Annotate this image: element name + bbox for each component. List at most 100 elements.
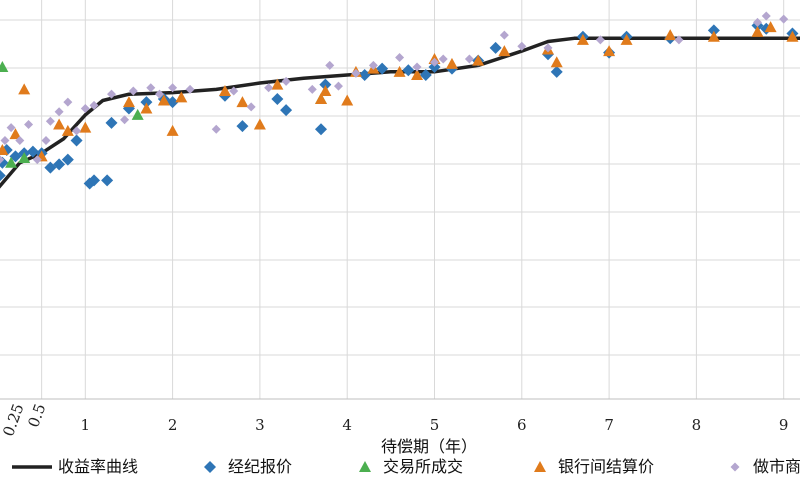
data-point-做市商报价 [517, 41, 527, 51]
data-point-做市商报价 [753, 17, 763, 27]
x-tick-label: 2 [168, 416, 178, 434]
data-point-做市商报价 [246, 102, 256, 112]
x-tick-label: 8 [692, 416, 702, 434]
data-point-银行间结算价 [0, 144, 9, 156]
data-point-银行间结算价 [707, 30, 720, 42]
data-point-做市商报价 [6, 123, 16, 133]
data-point-做市商报价 [185, 84, 195, 94]
data-point-经纪报价 [101, 174, 114, 187]
data-point-经纪报价 [0, 169, 6, 182]
data-point-做市商报价 [15, 135, 25, 145]
data-point-做市商报价 [325, 60, 335, 70]
data-point-经纪报价 [53, 158, 66, 171]
legend-label: 收益率曲线 [58, 457, 138, 476]
data-point-银行间结算价 [53, 118, 66, 130]
data-point-经纪报价 [236, 120, 249, 133]
data-point-做市商报价 [128, 86, 138, 96]
data-point-银行间结算价 [166, 124, 179, 136]
data-point-经纪报价 [358, 69, 371, 82]
data-point-做市商报价 [438, 54, 448, 64]
x-tick-label: 5 [430, 416, 440, 434]
series-lines [0, 36, 800, 189]
data-point-做市商报价 [464, 54, 474, 64]
data-point-银行间结算价 [620, 33, 633, 45]
x-tick-label: 9 [779, 416, 789, 434]
data-point-银行间结算价 [140, 102, 153, 114]
data-point-做市商报价 [281, 76, 291, 86]
data-point-做市商报价 [45, 116, 55, 126]
data-point-做市商报价 [32, 155, 42, 165]
data-point-做市商报价 [146, 83, 156, 93]
data-point-做市商报价 [412, 62, 422, 72]
x-tick-label: 0.5 [24, 401, 49, 430]
data-point-做市商报价 [168, 83, 178, 93]
data-point-经纪报价 [428, 61, 441, 74]
data-point-经纪报价 [707, 24, 720, 37]
data-point-经纪报价 [319, 78, 332, 91]
data-point-做市商报价 [155, 89, 165, 99]
legend-label: 交易所成交 [383, 457, 463, 476]
data-point-经纪报价 [70, 134, 83, 147]
data-point-做市商报价 [333, 81, 343, 91]
data-point-经纪报价 [376, 62, 389, 75]
data-point-银行间结算价 [218, 84, 231, 96]
data-point-做市商报价 [264, 83, 274, 93]
data-point-经纪报价 [271, 92, 284, 105]
data-point-银行间结算价 [319, 84, 332, 96]
legend-swatch [730, 462, 740, 472]
data-point-做市商报价 [72, 126, 82, 136]
data-point-做市商报价 [595, 35, 605, 45]
data-point-交易所成交 [18, 152, 31, 164]
data-point-经纪报价 [419, 69, 432, 82]
data-point-做市商报价 [229, 86, 239, 96]
legend-item-交易所成交: 交易所成交 [359, 457, 463, 476]
data-point-做市商报价 [499, 30, 509, 40]
data-point-银行间结算价 [315, 92, 328, 104]
x-tick-label: 3 [255, 416, 265, 434]
data-point-做市商报价 [89, 100, 99, 110]
data-point-做市商报价 [106, 89, 116, 99]
data-point-银行间结算价 [271, 78, 284, 90]
data-point-经纪报价 [26, 145, 39, 158]
data-point-经纪报价 [280, 104, 293, 117]
data-point-做市商报价 [674, 35, 684, 45]
data-point-银行间结算价 [445, 57, 458, 69]
data-point-经纪报价 [140, 96, 153, 109]
legend-swatch [359, 461, 371, 472]
data-point-做市商报价 [395, 52, 405, 62]
data-point-银行间结算价 [498, 45, 511, 57]
data-point-做市商报价 [24, 119, 34, 129]
data-point-银行间结算价 [157, 94, 170, 106]
x-tick-label: 7 [604, 416, 614, 434]
data-point-银行间结算价 [603, 45, 616, 57]
data-point-银行间结算价 [550, 56, 563, 68]
data-point-做市商报价 [0, 155, 5, 164]
series-line-收益率曲线 [0, 36, 800, 189]
legend-item-收益率曲线: 收益率曲线 [12, 457, 138, 476]
data-point-做市商报价 [80, 104, 90, 114]
x-axis-title: 待偿期（年） [381, 437, 477, 456]
legend-item-经纪报价: 经纪报价 [204, 457, 292, 476]
data-point-做市商报价 [543, 43, 553, 53]
legend-label: 做市商报价 [753, 457, 800, 476]
series-points [0, 11, 799, 190]
data-point-经纪报价 [315, 123, 328, 136]
data-point-银行间结算价 [664, 29, 677, 41]
data-point-银行间结算价 [751, 25, 764, 37]
legend-label: 经纪报价 [228, 457, 292, 476]
data-point-做市商报价 [41, 135, 51, 145]
legend: 收益率曲线 经纪报价 交易所成交 银行间结算价 做市商报价 [12, 457, 800, 476]
legend-item-银行间结算价: 银行间结算价 [534, 457, 654, 476]
data-point-银行间结算价 [61, 124, 74, 136]
x-tick-label: 0.25 [0, 401, 28, 439]
data-point-做市商报价 [307, 84, 317, 94]
data-point-经纪报价 [88, 174, 101, 187]
data-point-银行间结算价 [764, 21, 777, 33]
data-point-银行间结算价 [236, 96, 249, 108]
data-point-银行间结算价 [18, 83, 31, 95]
data-point-做市商报价 [120, 115, 130, 125]
data-point-做市商报价 [779, 14, 789, 24]
legend-label: 银行间结算价 [558, 457, 654, 476]
data-point-做市商报价 [368, 60, 378, 70]
